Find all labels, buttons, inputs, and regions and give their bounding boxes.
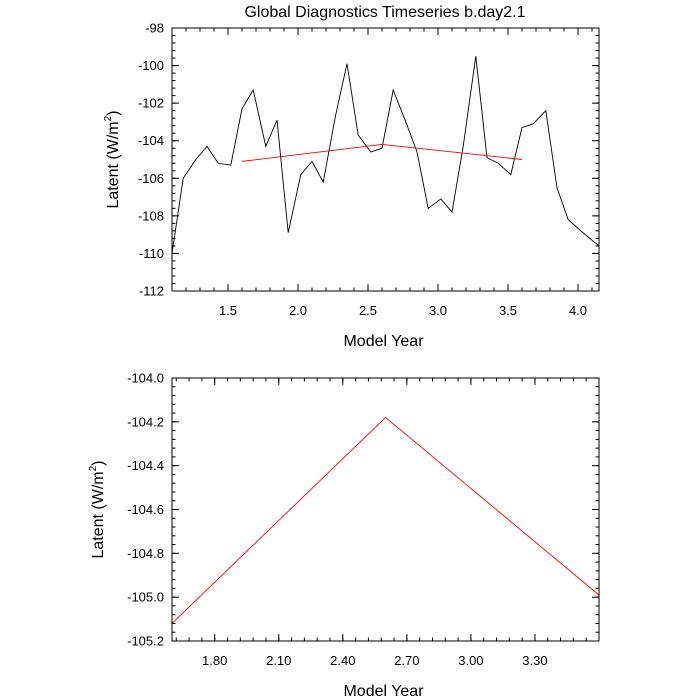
- y-tick-label: -102: [138, 96, 164, 111]
- y-tick-label: -105.2: [127, 634, 164, 649]
- x-tick-label: 3.0: [429, 303, 447, 318]
- x-tick-label: 3.30: [522, 653, 547, 668]
- x-tick-label: 4.0: [569, 303, 587, 318]
- y-axis-title-main: Latent (W/m: [90, 471, 107, 558]
- y-tick-label: -104.8: [127, 546, 164, 561]
- x-tick-label: 2.0: [289, 303, 307, 318]
- y-axis-title: Latent (W/m2): [103, 110, 122, 208]
- x-tick-label: 3.5: [499, 303, 517, 318]
- y-tick-label: -104.4: [127, 458, 164, 473]
- x-tick-label: 2.40: [330, 653, 355, 668]
- x-axis-title: Model Year: [343, 333, 424, 350]
- series-line-0: [171, 416, 600, 624]
- y-tick-label: -100: [138, 58, 164, 73]
- y-axis-title-main: Latent (W/m: [105, 121, 122, 208]
- bottom-panel: 1.80 2.10 2.40 2.70 3.00 3.30 -105.2 -105.0 -104…: [88, 371, 600, 700]
- y-axis-title-superscript: 2: [103, 115, 114, 121]
- y-tick-label: -105.0: [127, 590, 164, 605]
- chart-title: Global Diagnostics Timeseries b.day2.1: [244, 4, 525, 21]
- x-tick-label: 2.10: [266, 653, 291, 668]
- y-tick-label: -104.2: [127, 414, 164, 429]
- y-tick-label: -108: [138, 208, 164, 223]
- y-tick-label: -104: [138, 133, 164, 148]
- series-line-0: [171, 56, 600, 254]
- x-tick-label: 2.5: [359, 303, 377, 318]
- series-line-1: [241, 144, 523, 162]
- x-tick-label: 1.80: [202, 653, 227, 668]
- y-tick-label: -110: [139, 246, 164, 261]
- y-axis-title: Latent (W/m2): [88, 460, 107, 558]
- y-tick-label: -104.0: [127, 371, 164, 386]
- y-axis-title-close: ): [105, 110, 122, 115]
- x-tick-label: 1.5: [219, 303, 237, 318]
- x-tick-label: 3.00: [458, 653, 483, 668]
- y-axis-title-superscript: 2: [88, 465, 99, 471]
- y-tick-label: -106: [138, 171, 164, 186]
- x-axis-title: Model Year: [343, 683, 424, 700]
- x-tick-label: 2.70: [394, 653, 419, 668]
- y-axis-title-close: ): [90, 460, 107, 465]
- plot-frame: [171, 27, 600, 292]
- y-tick-label: -98: [145, 21, 164, 36]
- y-tick-label: -104.6: [127, 502, 164, 517]
- y-tick-label: -112: [139, 284, 164, 299]
- top-panel: 1.5 2.0 2.5 3.0 3.5 4.0 -112 -110 -108 -106 -104 -1…: [103, 21, 600, 350]
